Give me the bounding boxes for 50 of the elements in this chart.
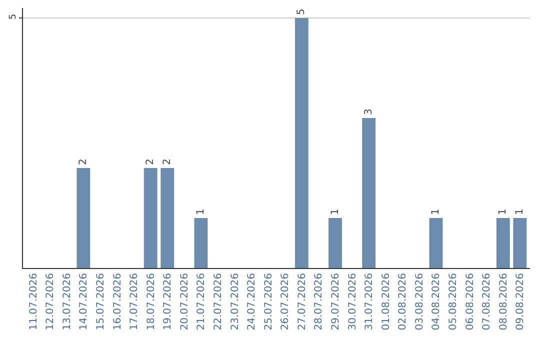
x-tick-label: 24.07.2026: [246, 273, 258, 330]
x-tick-label: 02.08.2026: [398, 273, 409, 330]
bar: [362, 118, 376, 268]
x-tick-label: 15.07.2026: [95, 273, 106, 330]
bar: [194, 218, 208, 268]
data-label: 2: [162, 158, 173, 165]
data-label: 1: [330, 208, 341, 215]
x-tick-label: 18.07.2026: [146, 273, 157, 330]
bar: [328, 218, 342, 268]
x-tick-label: 16.07.2026: [112, 273, 124, 330]
bar: [76, 168, 90, 268]
bar: [144, 168, 158, 268]
bar: [513, 218, 527, 268]
bar: [160, 168, 174, 268]
x-tick-label: 06.08.2026: [464, 273, 476, 330]
x-tick-label: 27.07.2026: [296, 273, 308, 330]
data-label: 2: [145, 158, 156, 165]
x-tick-label: 31.07.2026: [364, 273, 376, 330]
x-tick-label: 30.07.2026: [347, 273, 358, 330]
x-tick-label: 26.07.2026: [280, 273, 292, 330]
x-tick-label: 28.07.2026: [314, 273, 325, 330]
x-tick-label: 19.07.2026: [162, 273, 174, 330]
bar: [429, 218, 443, 268]
data-label: 3: [363, 108, 374, 115]
bar: [294, 18, 308, 268]
x-tick-label: 29.07.2026: [330, 273, 342, 330]
x-tick-label: 23.07.2026: [230, 273, 241, 330]
data-label: 1: [514, 208, 526, 215]
x-tick-label: 07.08.2026: [482, 273, 493, 330]
x-tick-label: 08.08.2026: [498, 273, 510, 330]
x-tick-label: 20.07.2026: [179, 273, 190, 330]
x-tick-label: 11.07.2026: [28, 273, 40, 330]
x-tick-label: 22.07.2026: [212, 273, 224, 330]
data-label: 5: [296, 8, 308, 15]
x-tick-label: 13.07.2026: [62, 273, 73, 330]
data-label: 1: [195, 208, 206, 215]
x-tick-label: 17.07.2026: [129, 273, 140, 330]
x-tick-label: 04.08.2026: [431, 273, 442, 330]
data-label: 1: [498, 208, 509, 215]
x-tick-label: 03.08.2026: [414, 273, 426, 330]
x-tick-label: 25.07.2026: [263, 273, 274, 330]
data-label: 2: [78, 158, 89, 165]
x-tick-label: 21.07.2026: [196, 273, 208, 330]
x-tick-label: 05.08.2026: [448, 273, 460, 330]
x-tick-label: 09.08.2026: [515, 273, 526, 330]
data-label: 1: [430, 208, 442, 215]
x-tick-label: 12.07.2026: [45, 273, 56, 330]
x-tick-label: 01.08.2026: [380, 273, 392, 330]
x-tick-label: 14.07.2026: [78, 273, 90, 330]
bar: [496, 218, 510, 268]
